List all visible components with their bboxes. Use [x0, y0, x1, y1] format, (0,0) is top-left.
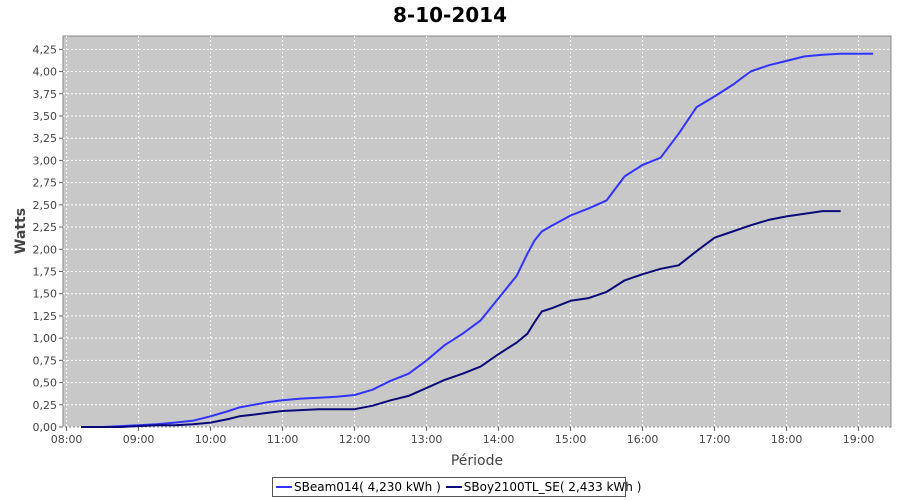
legend-swatch-sbeam: [276, 486, 292, 488]
y-tick-label: 1,75: [33, 265, 58, 278]
y-tick-label: 2,50: [33, 199, 58, 212]
y-tick-label: 2,25: [33, 221, 58, 234]
legend-item-sboy: SBoy2100TL_SE( 2,433 kWh ): [445, 480, 642, 494]
legend-item-sbeam: SBeam014( 4,230 kWh ): [276, 480, 441, 494]
x-tick-label: 15:00: [555, 433, 587, 446]
y-tick-label: 2,00: [33, 243, 58, 256]
x-tick-label: 08:00: [51, 433, 83, 446]
x-tick-label: 16:00: [627, 433, 659, 446]
y-tick-label: 1,25: [33, 310, 58, 323]
x-tick-label: 09:00: [123, 433, 155, 446]
y-tick-label: 0,50: [33, 377, 58, 390]
y-tick-label: 2,75: [33, 177, 58, 190]
y-tick-label: 0,75: [33, 354, 58, 367]
series-line-1: [81, 210, 841, 428]
x-tick-label: 13:00: [411, 433, 443, 446]
y-tick-label: 3,50: [33, 110, 58, 123]
y-tick-label: 1,00: [33, 332, 58, 345]
y-tick-label: 0,25: [33, 399, 58, 412]
x-tick-label: 19:00: [843, 433, 875, 446]
plot-area: [62, 35, 892, 428]
legend: SBeam014( 4,230 kWh ) SBoy2100TL_SE( 2,4…: [272, 477, 641, 497]
x-tick-label: 10:00: [195, 433, 227, 446]
x-axis-label: Période: [451, 453, 503, 469]
axes: 0,00 0,25 0,50 0,75 1,00 1,25 1,50 1,75 2,00 2,25…: [33, 43, 875, 446]
x-tick-label: 11:00: [267, 433, 299, 446]
legend-label-sbeam: SBeam014( 4,230 kWh ): [294, 480, 441, 494]
x-tick-label: 18:00: [771, 433, 803, 446]
y-tick-label: 4,25: [33, 43, 58, 56]
y-tick-label: 0,00: [33, 421, 58, 434]
y-axis-label: Watts: [13, 208, 29, 254]
series-lines: [81, 52, 873, 428]
x-tick-label: 14:00: [483, 433, 515, 446]
legend-label-sboy: SBoy2100TL_SE( 2,433 kWh ): [463, 480, 642, 494]
x-tick-label: 17:00: [699, 433, 731, 446]
y-tick-label: 3,00: [33, 154, 58, 167]
grid: [63, 36, 891, 428]
y-tick-label: 1,50: [33, 288, 58, 301]
y-tick-label: 4,00: [33, 66, 58, 79]
y-tick-label: 3,75: [33, 88, 58, 101]
x-tick-label: 12:00: [339, 433, 371, 446]
series-line-0: [81, 52, 873, 428]
legend-swatch-sboy: [445, 486, 462, 488]
chart-title: 8-10-2014: [393, 3, 507, 27]
y-tick-label: 3,25: [33, 132, 58, 145]
